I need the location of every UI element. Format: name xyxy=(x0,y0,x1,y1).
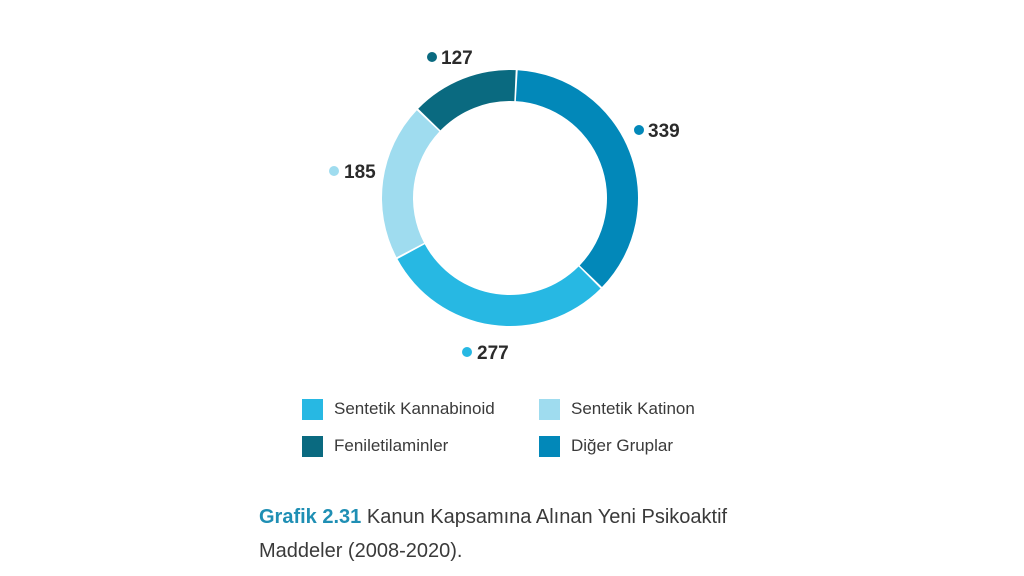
data-label-sentetik-katinon: 185 xyxy=(344,162,376,183)
data-label-dot-feniletilaminler xyxy=(427,52,437,62)
donut-chart: 339 277 185 127 xyxy=(329,48,680,364)
donut-slice-diger-gruplar xyxy=(515,70,639,288)
data-label-dot-sentetik-katinon xyxy=(329,166,339,176)
legend-swatch xyxy=(302,435,323,457)
data-label-dot-diger-gruplar xyxy=(634,125,644,135)
legend-label: Diğer Gruplar xyxy=(571,436,674,455)
data-label-sentetik-kannabinoid: 277 xyxy=(477,343,509,364)
legend-swatch xyxy=(539,398,560,420)
data-label-feniletilaminler: 127 xyxy=(441,48,473,69)
donut-slice-sentetik-katinon xyxy=(382,110,440,258)
legend-item-feniletilaminler: Feniletilaminler xyxy=(302,433,539,459)
caption-prefix: Grafik 2.31 xyxy=(259,506,362,528)
data-label-dot-sentetik-kannabinoid xyxy=(462,347,472,357)
legend-item-diger-gruplar: Diğer Gruplar xyxy=(539,433,739,459)
legend-swatch xyxy=(302,398,323,420)
data-label-diger-gruplar: 339 xyxy=(648,121,680,142)
legend-item-sentetik-katinon: Sentetik Katinon xyxy=(539,396,739,422)
legend-label: Sentetik Katinon xyxy=(571,399,695,418)
donut-slice-feniletilaminler xyxy=(418,69,516,131)
legend-label: Feniletilaminler xyxy=(334,436,449,455)
figure-caption: Grafik 2.31 Kanun Kapsamına Alınan Yeni … xyxy=(259,500,779,568)
legend-label: Sentetik Kannabinoid xyxy=(334,399,495,418)
legend-item-sentetik-kannabinoid: Sentetik Kannabinoid xyxy=(302,396,539,422)
chart-legend: Sentetik Kannabinoid Sentetik Katinon Fe… xyxy=(302,396,739,459)
caption-text: Kanun Kapsamına Alınan Yeni Psikoaktif M… xyxy=(259,506,728,562)
legend-swatch xyxy=(539,435,560,457)
donut-slice-sentetik-kannabinoid xyxy=(397,244,601,326)
